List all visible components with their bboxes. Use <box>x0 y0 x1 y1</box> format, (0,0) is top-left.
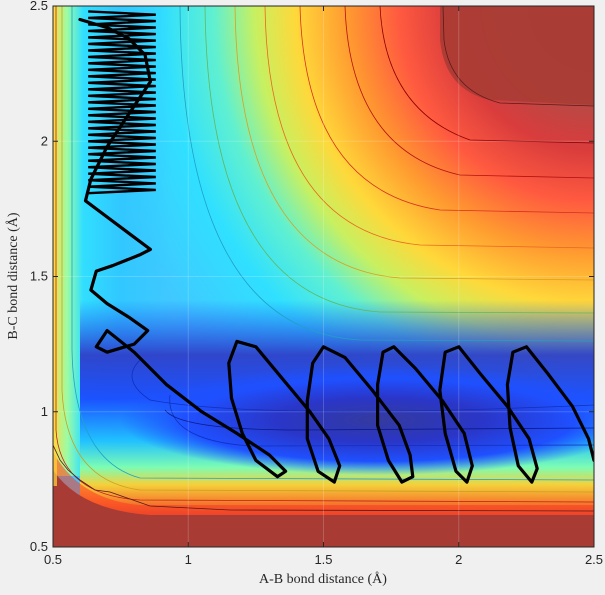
x-tick-label: 1 <box>185 552 192 567</box>
contour-line <box>179 6 594 342</box>
contour-line <box>169 394 594 447</box>
y-tick-label: 1 <box>41 404 48 419</box>
trajectory-oscillation <box>88 10 156 195</box>
contour-line <box>164 409 594 431</box>
contour-line <box>61 6 594 493</box>
contour-line <box>344 6 594 179</box>
contour-line <box>442 6 594 107</box>
contour-line <box>53 444 594 512</box>
contour-line <box>264 6 594 249</box>
y-tick-labels: 0.5 1 1.5 2 2.5 <box>30 0 48 554</box>
contour-line <box>299 6 594 214</box>
contour-line <box>131 359 594 412</box>
y-tick-label: 1.5 <box>30 269 48 284</box>
contour-line <box>379 6 594 144</box>
surface-layer <box>53 6 594 547</box>
y-tick-label: 0.5 <box>30 539 48 554</box>
y-tick-label: 2 <box>41 133 48 148</box>
axis-ticks <box>52 5 595 548</box>
grid <box>53 6 594 547</box>
y-axis-label: B-C bond distance (Å) <box>5 212 21 339</box>
x-tick-label: 2 <box>455 552 462 567</box>
contour-line <box>234 6 594 281</box>
x-axis-label: A-B bond distance (Å) <box>259 571 387 587</box>
x-tick-label: 1.5 <box>314 552 332 567</box>
x-tick-label: 2.5 <box>585 552 603 567</box>
contour-line <box>71 6 594 481</box>
y-tick-label: 2.5 <box>30 0 48 13</box>
contour-line <box>204 6 594 314</box>
contour-lines <box>53 6 594 512</box>
x-tick-label: 0.5 <box>44 552 62 567</box>
x-tick-labels: 0.5 1 1.5 2 2.5 <box>44 552 603 567</box>
trajectory-path <box>78 17 594 484</box>
trajectory-zigzag <box>88 10 156 195</box>
